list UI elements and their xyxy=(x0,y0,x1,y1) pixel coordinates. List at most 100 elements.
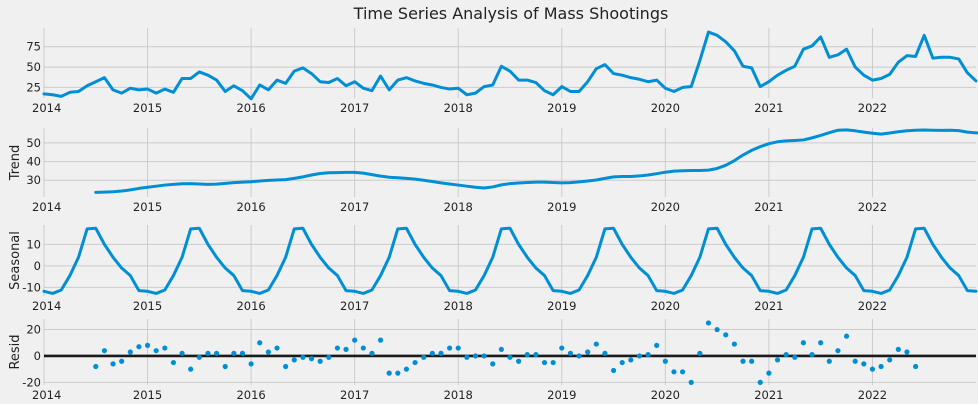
resid-point xyxy=(887,357,893,363)
panel-resid: 2014 2015 2016 2017 2018 2019 2020 2021 2022 -20 0… xyxy=(8,319,976,402)
resid-point xyxy=(697,350,703,356)
x-tick-label: 2015 xyxy=(133,101,162,115)
resid-point xyxy=(705,320,712,326)
resid-point xyxy=(645,352,651,358)
resid-point xyxy=(153,348,159,354)
resid-point xyxy=(636,353,643,359)
resid-point xyxy=(274,345,280,351)
resid-point xyxy=(904,349,910,355)
x-tick-label: 2017 xyxy=(340,299,369,313)
resid-point xyxy=(291,357,297,363)
resid-point xyxy=(688,379,694,385)
resid-point xyxy=(895,346,901,352)
resid-point xyxy=(490,361,496,367)
x-tick-label: 2021 xyxy=(754,388,783,402)
resid-point xyxy=(524,352,530,358)
resid-point xyxy=(136,344,142,350)
x-tick-label: 2021 xyxy=(754,101,783,115)
x-tick-label: 2019 xyxy=(547,388,576,402)
resid-point xyxy=(826,358,832,364)
x-tick-label: 2014 xyxy=(32,200,61,214)
resid-point xyxy=(239,350,246,356)
resid-point xyxy=(179,350,185,356)
resid-point xyxy=(809,352,815,358)
resid-point xyxy=(533,352,539,358)
resid-point xyxy=(610,367,617,374)
resid-point xyxy=(757,379,763,385)
resid-point xyxy=(472,353,479,359)
x-tick-label: 2016 xyxy=(236,388,265,402)
x-tick-label: 2015 xyxy=(133,200,162,214)
x-tick-label: 2022 xyxy=(858,388,887,402)
x-tick-label: 2020 xyxy=(651,200,680,214)
resid-point xyxy=(222,363,228,370)
series-line-observed xyxy=(42,30,978,101)
resid-point xyxy=(360,345,366,351)
resid-point xyxy=(93,363,99,370)
resid-point xyxy=(835,348,841,354)
resid-point xyxy=(395,370,401,376)
resid-point xyxy=(783,352,789,358)
resid-point xyxy=(110,361,116,367)
resid-point xyxy=(662,358,668,364)
resid-point xyxy=(723,332,729,338)
y-tick-label: 0 xyxy=(34,349,41,363)
resid-point xyxy=(455,345,461,351)
x-tick-label: 2021 xyxy=(754,200,783,214)
panel-observed: 2014 2015 2016 2017 2018 2019 2020 2021 2022 25 50… xyxy=(26,28,978,115)
resid-point xyxy=(196,354,202,360)
resid-point xyxy=(679,369,686,375)
x-tick-label: 2017 xyxy=(340,388,369,402)
chart-title: Time Series Analysis of Mass Shootings xyxy=(353,4,669,23)
resid-point xyxy=(213,350,220,356)
x-tick-label: 2021 xyxy=(754,299,783,313)
panel-trend: 2014 2015 2016 2017 2018 2019 2020 2021 2022 30 40… xyxy=(8,128,978,214)
resid-point xyxy=(429,350,435,356)
resid-point xyxy=(498,346,504,352)
resid-point xyxy=(231,350,237,356)
y-axis-label: Resid xyxy=(8,334,23,369)
resid-point xyxy=(352,337,358,343)
y-tick-label: -20 xyxy=(22,375,41,389)
resid-point xyxy=(654,342,660,348)
resid-point xyxy=(205,350,211,356)
x-tick-label: 2022 xyxy=(858,200,887,214)
x-tick-label: 2020 xyxy=(651,299,680,313)
resid-point xyxy=(516,358,522,364)
resid-point xyxy=(628,357,634,363)
resid-point xyxy=(326,354,332,360)
resid-point xyxy=(869,366,876,372)
resid-point xyxy=(843,333,850,339)
resid-point xyxy=(265,349,271,355)
series-line-seasonal xyxy=(42,226,978,295)
x-tick-label: 2022 xyxy=(858,299,887,313)
resid-point xyxy=(438,350,444,356)
resid-point xyxy=(671,369,677,375)
y-tick-label: 10 xyxy=(26,237,41,251)
resid-point xyxy=(792,354,798,360)
resid-point xyxy=(248,361,254,367)
y-tick-label: 40 xyxy=(26,155,41,169)
resid-point xyxy=(774,357,781,363)
resid-point xyxy=(766,370,772,376)
y-tick-label: 50 xyxy=(26,136,41,150)
resid-point xyxy=(119,358,125,364)
resid-point xyxy=(619,359,625,366)
resid-point xyxy=(731,341,737,347)
resid-point xyxy=(188,366,194,372)
x-tick-label: 2020 xyxy=(651,101,680,115)
x-tick-label: 2017 xyxy=(340,101,369,115)
resid-point xyxy=(257,340,263,346)
x-tick-label: 2022 xyxy=(858,101,887,115)
resid-point xyxy=(283,363,289,370)
resid-point xyxy=(421,354,427,360)
resid-point xyxy=(878,363,884,370)
y-tick-label: -10 xyxy=(22,280,41,294)
resid-point xyxy=(144,342,151,348)
resid-point xyxy=(550,359,556,366)
panel-background xyxy=(44,225,976,296)
resid-point xyxy=(334,345,341,351)
x-tick-label: 2019 xyxy=(547,299,576,313)
resid-point xyxy=(593,341,599,347)
resid-point xyxy=(369,350,375,356)
